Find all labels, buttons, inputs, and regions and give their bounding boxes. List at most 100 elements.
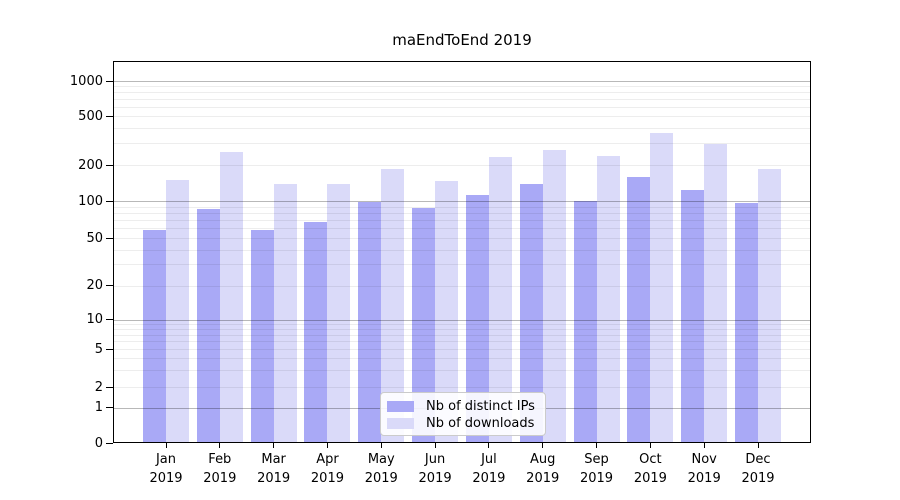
y-tick-label-5: 5 [94, 341, 103, 357]
x-tick-label-sep: Sep 2019 [569, 450, 625, 488]
legend: Nb of distinct IPs Nb of downloads [380, 392, 546, 436]
legend-label-distinct-ips: Nb of distinct IPs [426, 399, 535, 414]
gridline-y-10 [113, 319, 811, 321]
axis-spine-bottom [113, 442, 811, 443]
x-tick-mark-sep [596, 443, 598, 448]
y-tick-mark-200 [106, 164, 113, 166]
month-year: 2019 [579, 471, 614, 486]
gridline-y-20 [113, 285, 811, 287]
gridline-y-1000 [113, 81, 811, 82]
chart-title: maEndToEnd 2019 [392, 31, 532, 49]
month-name: Jan [155, 452, 177, 467]
x-tick-mark-jan [165, 443, 167, 448]
bar-downloads-nov [704, 144, 728, 443]
x-tick-label-may: May 2019 [353, 450, 409, 488]
month-name: Jun [424, 452, 446, 467]
x-tick-label-oct: Oct 2019 [622, 450, 678, 488]
x-tick-mark-jun [434, 443, 436, 448]
month-name: Mar [261, 452, 286, 467]
bar-distinct-ips-dec [735, 202, 758, 443]
bar-downloads-aug [542, 149, 566, 443]
bar-distinct-ips-sep [573, 201, 597, 443]
x-tick-mark-aug [542, 443, 544, 448]
y-tick-label-20: 20 [86, 278, 103, 293]
bar-distinct-ips-aug [519, 183, 543, 443]
x-tick-mark-apr [326, 443, 328, 448]
axis-spine-right [810, 61, 811, 443]
y-tick-mark-2 [106, 386, 113, 388]
legend-row-distinct-ips: Nb of distinct IPs [387, 398, 545, 415]
y-tick-label-50: 50 [86, 230, 103, 246]
x-tick-mark-dec [757, 443, 759, 448]
month-name: Sep [584, 452, 609, 467]
gridline-y-600 [113, 106, 811, 108]
y-tick-label-2: 2 [94, 379, 103, 395]
x-tick-mark-nov [703, 443, 705, 448]
y-tick-mark-1 [106, 407, 113, 408]
bar-distinct-ips-mar [250, 230, 274, 443]
bar-downloads-oct [650, 132, 674, 443]
bar-distinct-ips-apr [304, 221, 328, 443]
legend-swatch-distinct-ips [387, 401, 414, 412]
bar-downloads-jun [435, 180, 459, 443]
month-year: 2019 [472, 471, 506, 486]
month-year: 2019 [526, 471, 560, 486]
bar-downloads-may [381, 168, 405, 443]
legend-swatch-downloads [387, 418, 414, 429]
gridline-y-5 [113, 349, 811, 350]
y-tick-label-500: 500 [78, 108, 103, 124]
y-tick-label-10: 10 [86, 312, 103, 327]
x-tick-mark-feb [219, 443, 221, 448]
bar-distinct-ips-jul [465, 195, 489, 443]
gridline-y-90 [113, 206, 811, 208]
gridline-y-400 [113, 127, 811, 129]
bar-downloads-apr [327, 183, 351, 443]
month-year: 2019 [687, 471, 721, 486]
gridline-y-8 [113, 328, 811, 330]
bar-downloads-jul [488, 157, 512, 443]
y-tick-mark-20 [106, 285, 113, 286]
x-tick-label-feb: Feb 2019 [192, 450, 248, 488]
gridline-y-3 [113, 370, 811, 372]
y-tick-mark-0 [106, 442, 113, 444]
month-year: 2019 [633, 471, 667, 486]
x-tick-mark-may [380, 443, 382, 448]
month-year: 2019 [203, 471, 237, 486]
gridline-y-9 [113, 323, 811, 325]
x-tick-label-nov: Nov 2019 [676, 450, 732, 488]
month-name: Nov [691, 452, 717, 467]
y-tick-label-100: 100 [78, 193, 103, 209]
month-year: 2019 [418, 471, 452, 486]
legend-row-downloads: Nb of downloads [387, 415, 545, 432]
axis-spine-left [113, 61, 114, 443]
bar-distinct-ips-may [358, 202, 382, 443]
y-tick-mark-1000 [106, 80, 113, 82]
month-name: Oct [639, 452, 662, 467]
x-tick-mark-jul [488, 443, 490, 448]
gridline-y-100 [113, 201, 811, 202]
x-tick-label-jul: Jul 2019 [461, 450, 517, 488]
bar-downloads-dec [758, 168, 781, 443]
gridline-y-300 [113, 143, 811, 145]
gridline-y-500 [113, 116, 811, 117]
x-tick-label-aug: Aug 2019 [515, 450, 571, 488]
gridline-y-60 [113, 228, 811, 230]
gridline-y-6 [113, 341, 811, 343]
month-name: Feb [208, 452, 232, 467]
gridline-y-50 [113, 238, 811, 239]
bar-distinct-ips-jun [412, 207, 436, 443]
y-tick-mark-5 [106, 348, 113, 350]
month-name: Jul [481, 452, 497, 467]
x-tick-label-jan: Jan 2019 [138, 450, 194, 488]
y-tick-label-1: 1 [94, 400, 103, 415]
month-name: Apr [316, 452, 339, 467]
bar-distinct-ips-feb [196, 209, 220, 443]
plot-area [113, 61, 811, 443]
gridline-y-80 [113, 212, 811, 214]
x-tick-label-dec: Dec 2019 [730, 450, 786, 488]
month-year: 2019 [149, 471, 183, 486]
month-year: 2019 [741, 471, 775, 486]
legend-label-downloads: Nb of downloads [426, 416, 535, 431]
month-year: 2019 [364, 471, 398, 486]
